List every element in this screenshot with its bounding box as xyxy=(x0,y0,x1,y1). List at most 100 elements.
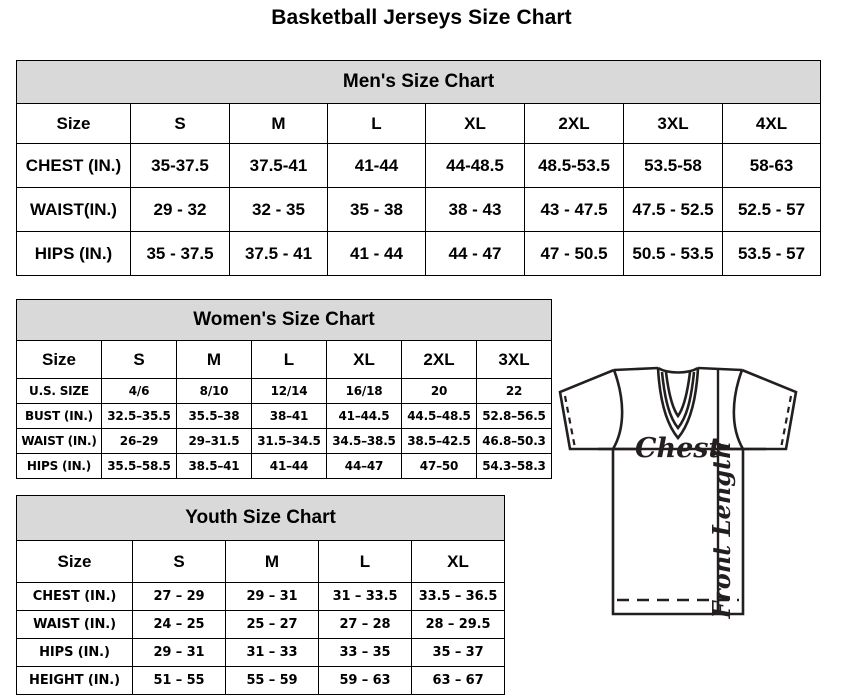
mens-chart-band-row: Men's Size Chart xyxy=(15,60,822,104)
mens-hips-2xl: 47 - 50.5 xyxy=(524,231,624,276)
chest-measurement-label: Chest xyxy=(635,433,721,464)
womens-waist-m: 29–31.5 xyxy=(176,428,252,454)
youth-chest-l: 31 – 33.5 xyxy=(318,582,412,611)
mens-waist-l: 35 - 38 xyxy=(327,187,426,232)
womens-waist-2xl: 38.5–42.5 xyxy=(401,428,477,454)
youth-size-chart-table: Youth Size Chart Size S M L XL CHEST (IN… xyxy=(15,495,506,695)
womens-hips-xl: 44–47 xyxy=(326,453,402,479)
table-row: HIPS (IN.) 35 - 37.5 37.5 - 41 41 - 44 4… xyxy=(16,231,822,276)
mens-chart-header-row: Size S M L XL 2XL 3XL 4XL xyxy=(16,103,822,144)
left-shoulder-line xyxy=(613,366,659,372)
collar-top-band xyxy=(657,366,699,374)
table-row: HIPS (IN.) 35.5–58.5 38.5–41 41–44 44–47… xyxy=(16,453,552,479)
womens-row-label-us-size: U.S. SIZE xyxy=(16,378,102,404)
womens-bust-m: 35.5–38 xyxy=(176,403,252,429)
youth-header-s: S xyxy=(132,540,226,583)
womens-header-3xl: 3XL xyxy=(476,340,552,379)
womens-header-2xl: 2XL xyxy=(401,340,477,379)
table-row: WAIST (IN.) 26–29 29–31.5 31.5–34.5 34.5… xyxy=(16,428,552,454)
table-row: BUST (IN.) 32.5–35.5 35.5–38 38–41 41–44… xyxy=(16,403,552,429)
mens-row-label-chest: CHEST (IN.) xyxy=(16,143,131,188)
table-row: WAIST (IN.) 24 – 25 25 – 27 27 – 28 28 –… xyxy=(16,610,506,639)
womens-bust-s: 32.5–35.5 xyxy=(101,403,177,429)
youth-chart-band-row: Youth Size Chart xyxy=(15,495,506,541)
left-sleeve-outline xyxy=(558,368,615,451)
womens-ussize-m: 8/10 xyxy=(176,378,252,404)
mens-chart-band-title: Men's Size Chart xyxy=(15,60,822,104)
youth-chart-band-title: Youth Size Chart xyxy=(15,495,506,541)
table-row: CHEST (IN.) 35-37.5 37.5-41 41-44 44-48.… xyxy=(16,143,822,188)
youth-height-m: 55 – 59 xyxy=(225,666,319,695)
mens-hips-l: 41 - 44 xyxy=(327,231,426,276)
collar-outer xyxy=(656,367,700,441)
mens-waist-s: 29 - 32 xyxy=(130,187,230,232)
mens-waist-m: 32 - 35 xyxy=(229,187,328,232)
mens-chest-s: 35-37.5 xyxy=(130,143,230,188)
mens-header-size: Size xyxy=(16,103,131,144)
womens-header-xl: XL xyxy=(326,340,402,379)
mens-waist-4xl: 52.5 - 57 xyxy=(721,187,822,232)
womens-waist-3xl: 46.8–50.3 xyxy=(476,428,552,454)
womens-row-label-hips: HIPS (IN.) xyxy=(16,453,102,479)
mens-header-2xl: 2XL xyxy=(524,103,624,144)
mens-hips-s: 35 - 37.5 xyxy=(130,231,230,276)
youth-waist-l: 27 – 28 xyxy=(318,610,412,639)
womens-row-label-waist: WAIST (IN.) xyxy=(16,428,102,454)
youth-chest-s: 27 – 29 xyxy=(132,582,226,611)
womens-chart-header-row: Size S M L XL 2XL 3XL xyxy=(16,340,552,379)
mens-waist-3xl: 47.5 - 52.5 xyxy=(623,187,723,232)
youth-hips-l: 33 – 35 xyxy=(318,638,412,667)
youth-height-xl: 63 – 67 xyxy=(410,666,506,695)
youth-chart-header-row: Size S M L XL xyxy=(16,540,506,583)
womens-row-label-bust: BUST (IN.) xyxy=(16,403,102,429)
youth-row-label-waist: WAIST (IN.) xyxy=(16,610,133,639)
youth-header-l: L xyxy=(318,540,412,583)
womens-ussize-3xl: 22 xyxy=(476,378,552,404)
womens-hips-2xl: 47–50 xyxy=(401,453,477,479)
womens-ussize-l: 12/14 xyxy=(251,378,327,404)
mens-header-3xl: 3XL xyxy=(623,103,723,144)
collar-middle xyxy=(660,371,696,431)
mens-row-label-hips: HIPS (IN.) xyxy=(16,231,131,276)
womens-header-m: M xyxy=(176,340,252,379)
left-sleeve-armhole xyxy=(611,369,624,450)
mens-header-m: M xyxy=(229,103,328,144)
youth-chest-m: 29 – 31 xyxy=(225,582,319,611)
mens-size-chart-table: Men's Size Chart Size S M L XL 2XL 3XL 4… xyxy=(15,60,822,276)
mens-chest-2xl: 48.5-53.5 xyxy=(524,143,624,188)
womens-chart-band-row: Women's Size Chart xyxy=(16,299,552,341)
right-cuff-dash xyxy=(779,395,793,449)
youth-chest-xl: 33.5 – 36.5 xyxy=(410,582,506,611)
mens-chest-l: 41-44 xyxy=(327,143,426,188)
youth-waist-s: 24 – 25 xyxy=(132,610,226,639)
jersey-measurement-diagram: Chest Front Length xyxy=(518,352,838,672)
youth-height-l: 59 – 63 xyxy=(318,666,412,695)
mens-header-l: L xyxy=(327,103,426,144)
mens-chest-4xl: 58-63 xyxy=(721,143,822,188)
right-sleeve-armhole xyxy=(732,369,745,450)
womens-bust-xl: 41–44.5 xyxy=(326,403,402,429)
front-length-measurement-label: Front Length xyxy=(707,441,736,619)
collar-inner xyxy=(664,371,692,419)
mens-header-4xl: 4XL xyxy=(721,103,822,144)
womens-waist-l: 31.5–34.5 xyxy=(251,428,327,454)
table-row: U.S. SIZE 4/6 8/10 12/14 16/18 20 22 xyxy=(16,378,552,404)
table-row: WAIST(IN.) 29 - 32 32 - 35 35 - 38 38 - … xyxy=(16,187,822,232)
youth-hips-xl: 35 – 37 xyxy=(410,638,506,667)
youth-hips-m: 31 – 33 xyxy=(225,638,319,667)
womens-chart-band-title: Women's Size Chart xyxy=(16,299,552,341)
womens-bust-2xl: 44.5–48.5 xyxy=(401,403,477,429)
mens-hips-xl: 44 - 47 xyxy=(425,231,525,276)
mens-chest-3xl: 53.5-58 xyxy=(623,143,723,188)
table-row: HIPS (IN.) 29 – 31 31 – 33 33 – 35 35 – … xyxy=(16,638,506,667)
youth-header-m: M xyxy=(225,540,319,583)
womens-waist-xl: 34.5–38.5 xyxy=(326,428,402,454)
youth-waist-xl: 28 – 29.5 xyxy=(410,610,506,639)
mens-hips-4xl: 53.5 - 57 xyxy=(721,231,822,276)
mens-header-xl: XL xyxy=(425,103,525,144)
womens-header-s: S xyxy=(101,340,177,379)
mens-waist-xl: 38 - 43 xyxy=(425,187,525,232)
womens-waist-s: 26–29 xyxy=(101,428,177,454)
womens-header-l: L xyxy=(251,340,327,379)
womens-size-chart-table: Women's Size Chart Size S M L XL 2XL 3XL… xyxy=(16,299,552,479)
